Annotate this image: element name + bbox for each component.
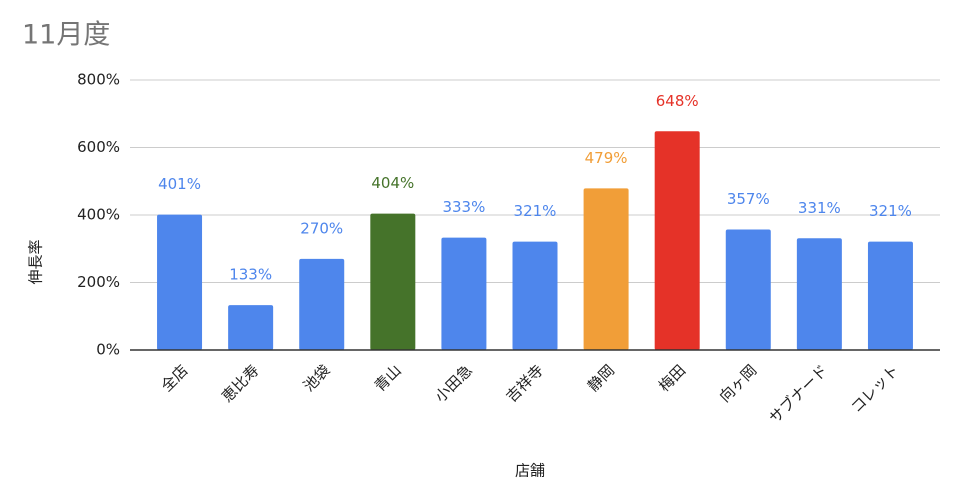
value-label: 321%	[869, 202, 912, 220]
y-axis-label: 伸長率	[27, 239, 45, 284]
x-tick-label: 静岡	[584, 361, 618, 395]
bar	[299, 258, 345, 350]
bar	[725, 229, 771, 350]
bar	[796, 238, 842, 350]
x-tick-label: サブナード	[766, 361, 832, 427]
y-tick-label: 0%	[96, 341, 120, 359]
chart-title: 11月度	[22, 20, 110, 51]
value-label: 648%	[656, 92, 699, 110]
value-label: 133%	[229, 266, 272, 284]
bar	[228, 305, 274, 350]
value-label: 321%	[514, 202, 557, 220]
y-tick-label: 600%	[77, 138, 120, 156]
x-axis-label: 店舗	[515, 462, 545, 480]
x-tick-label: コレット	[847, 361, 902, 416]
value-label: 270%	[300, 219, 343, 237]
value-label: 357%	[727, 190, 770, 208]
bar	[654, 131, 700, 350]
bar	[867, 241, 913, 350]
bar	[583, 188, 629, 350]
bar	[441, 237, 487, 350]
x-tick-label: 恵比寿	[218, 361, 263, 406]
x-tick-label: 青山	[371, 361, 405, 395]
x-tick-label: 梅田	[655, 361, 689, 395]
value-label: 401%	[158, 175, 201, 193]
value-label: 479%	[585, 149, 628, 167]
bar	[512, 241, 558, 350]
value-label: 404%	[371, 174, 414, 192]
y-tick-label: 200%	[77, 273, 120, 291]
x-tick-label: 小田急	[431, 361, 476, 406]
value-label: 331%	[798, 199, 841, 217]
x-tick-label: 吉祥寺	[502, 361, 547, 406]
y-tick-label: 800%	[77, 71, 120, 89]
y-tick-label: 400%	[77, 206, 120, 224]
bar	[370, 213, 416, 350]
bar	[157, 214, 203, 350]
value-label: 333%	[442, 198, 485, 216]
x-tick-label: 池袋	[300, 361, 334, 395]
x-tick-label: 全店	[158, 361, 192, 395]
x-tick-label: 向ヶ岡	[716, 361, 761, 406]
